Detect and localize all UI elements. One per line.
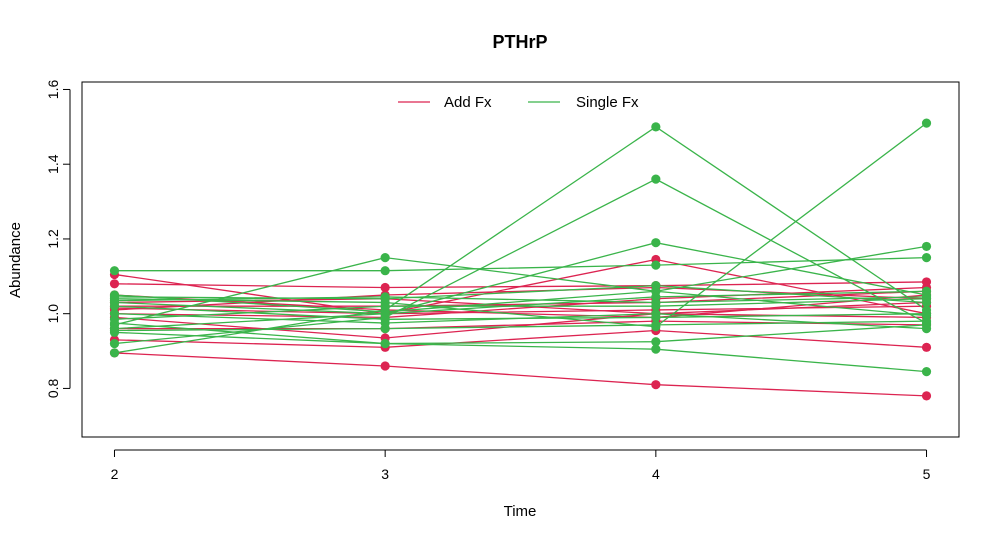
data-point [651,281,661,291]
data-point [380,361,390,371]
series-group [114,258,927,397]
series-line [114,324,927,345]
series-line [114,352,927,397]
data-point [380,324,390,334]
series-line [114,245,927,313]
data-point [109,279,120,289]
y-axis-label: Abundance [7,222,24,298]
data-point [921,316,932,326]
data-point [651,260,661,270]
data-point [921,367,932,377]
y-tick-label: 1.0 [45,304,61,324]
series-line [114,329,927,348]
data-point [921,324,932,334]
data-point [109,325,120,336]
series-line [114,178,927,345]
series-group [114,122,927,373]
data-point [921,253,932,263]
data-point [109,348,120,358]
data-point [109,338,120,349]
series-line [114,290,927,307]
x-tick-label: 3 [381,466,389,482]
data-point [380,301,390,311]
y-tick-label: 1.4 [45,154,61,174]
series-line [114,322,927,373]
series-line [114,305,927,315]
series-points [109,118,932,377]
data-point [921,342,932,352]
data-point [921,118,932,128]
x-tick-label: 5 [923,466,931,482]
data-point [651,297,661,308]
series-line [114,256,927,272]
x-axis: 2 3 4 5 [111,449,931,482]
data-point [651,312,661,323]
y-tick-label: 0.8 [45,378,61,398]
legend-label: Single Fx [576,94,639,111]
data-point [651,122,661,132]
series-line [114,298,927,320]
data-point [651,174,661,184]
x-tick-label: 2 [111,466,119,482]
data-point [921,292,932,302]
plot-content [109,118,932,401]
series-points [109,254,932,401]
y-tick-label: 1.2 [45,229,61,249]
data-point [651,320,661,330]
legend: Add Fx Single Fx [398,94,639,111]
data-point [380,253,390,263]
data-point [651,380,661,390]
data-point [380,282,390,293]
data-point [651,344,661,354]
series-line [114,320,927,332]
data-point [109,266,120,276]
data-point [651,337,661,347]
series-line [114,256,927,326]
data-point [651,238,661,248]
data-point [109,296,120,306]
series-line [114,122,927,328]
data-point [380,292,390,302]
data-point [921,241,932,252]
x-tick-label: 4 [652,466,660,482]
y-axis: 0.8 1.0 1.2 1.4 1.6 [45,80,71,398]
series-line [114,285,927,304]
legend-label: Add Fx [444,94,492,111]
data-point [921,391,932,401]
series-line [114,126,927,354]
y-tick-label: 1.6 [45,80,61,100]
data-point [380,266,390,276]
series-line [114,286,927,319]
series-line [114,281,927,289]
data-point [380,338,390,349]
data-point [109,314,120,324]
series-line [114,296,927,304]
series-line [114,294,927,319]
x-axis-label: Time [504,503,537,520]
data-point [921,309,932,319]
data-point [380,314,390,324]
chart-title: PTHrP [492,32,547,52]
plot-frame [81,81,960,438]
